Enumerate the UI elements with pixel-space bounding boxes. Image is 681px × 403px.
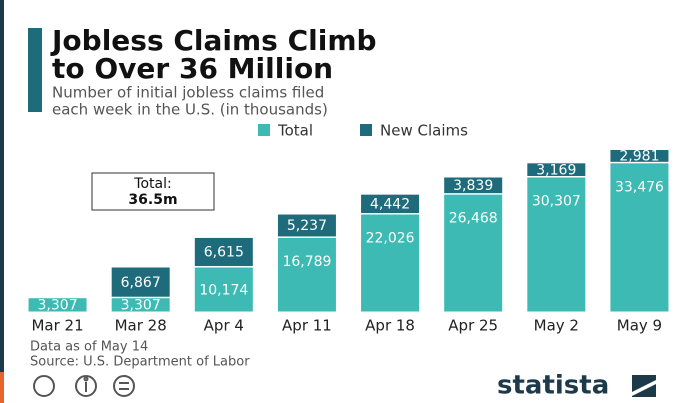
bar-segment xyxy=(361,194,420,214)
data-label: 16,789 xyxy=(282,254,331,270)
data-label: 5,237 xyxy=(287,218,327,234)
bar-segment xyxy=(527,177,586,312)
data-label: 26,468 xyxy=(449,211,498,227)
bar-segment xyxy=(361,214,420,312)
license-icons xyxy=(33,375,135,397)
edge-accent xyxy=(0,372,4,403)
data-label: 10,174 xyxy=(199,282,248,298)
x-tick-label: Mar 21 xyxy=(31,317,83,335)
bar-segment xyxy=(111,298,170,312)
bar-segment xyxy=(444,194,503,312)
bar-segment xyxy=(277,237,336,312)
bar-segment xyxy=(277,214,336,237)
x-tick-label: Mar 28 xyxy=(115,317,167,335)
x-tick-label: May 9 xyxy=(617,317,662,335)
data-label: 22,026 xyxy=(366,231,415,247)
chart-title: to Over 36 Million xyxy=(52,52,333,85)
brand: statista xyxy=(497,371,609,401)
x-tick-label: Apr 25 xyxy=(448,317,498,335)
data-label: 3,307 xyxy=(38,298,78,314)
bar-segment xyxy=(111,267,170,297)
x-tick-label: Apr 11 xyxy=(282,317,332,335)
bar-segment xyxy=(527,163,586,176)
data-label: 3,169 xyxy=(536,162,576,178)
legend-swatch xyxy=(258,124,270,136)
data-label: 6,867 xyxy=(121,275,161,291)
legend-swatch xyxy=(360,124,372,136)
data-label: 4,442 xyxy=(370,197,410,213)
subtitle: Number of initial jobless claims filed xyxy=(52,84,324,102)
bar-segment xyxy=(610,163,669,312)
note: Data as of May 14 xyxy=(30,340,148,355)
data-label: 33,476 xyxy=(615,179,664,195)
note: Source: U.S. Department of Labor xyxy=(30,355,250,370)
data-label: 2,981 xyxy=(619,149,659,165)
chart-title: Jobless Claims Climb xyxy=(50,24,377,57)
title-accent xyxy=(28,28,42,112)
bar-segment xyxy=(194,267,253,312)
subtitle: each week in the U.S. (in thousands) xyxy=(52,101,328,119)
legend-label: Total xyxy=(277,122,313,140)
x-tick-label: May 2 xyxy=(534,317,579,335)
edge xyxy=(0,0,4,403)
legend-label: New Claims xyxy=(380,122,468,140)
brand-logo xyxy=(632,375,656,397)
bar-segment xyxy=(28,298,87,312)
annotation-box xyxy=(91,172,215,211)
data-label: 3,307 xyxy=(121,298,161,314)
data-label: 3,839 xyxy=(453,178,493,194)
bar-segment xyxy=(194,237,253,267)
data-label: 6,615 xyxy=(204,245,244,261)
annotation: 36.5m xyxy=(128,192,177,208)
bar-segment xyxy=(610,150,669,162)
x-tick-label: Apr 18 xyxy=(365,317,415,335)
annotation: Total: xyxy=(133,176,171,192)
bar-segment xyxy=(444,177,503,194)
x-tick-label: Apr 4 xyxy=(204,317,244,335)
data-label: 30,307 xyxy=(532,193,581,209)
